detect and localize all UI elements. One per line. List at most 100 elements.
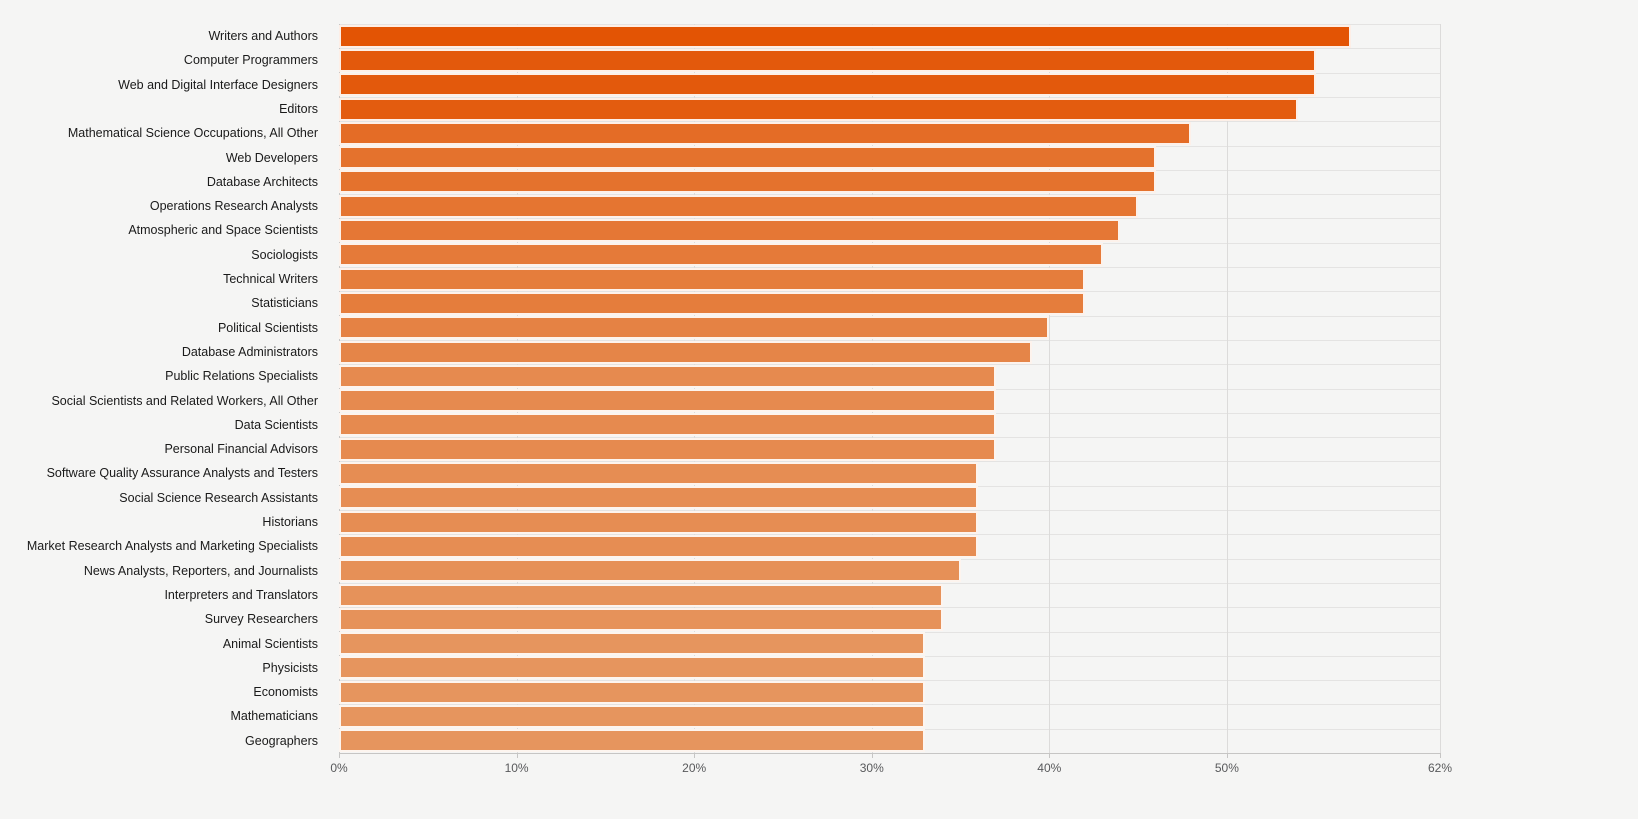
bar[interactable] — [339, 632, 926, 656]
row-separator — [339, 364, 1440, 366]
row-separator — [339, 412, 1440, 414]
row-separator — [339, 728, 1440, 730]
y-axis-label: Mathematical Science Occupations, All Ot… — [67, 126, 318, 141]
y-axis-label: Editors — [279, 101, 318, 116]
bar[interactable] — [339, 462, 979, 486]
x-tick-mark — [339, 753, 340, 758]
bar[interactable] — [339, 486, 979, 510]
row-separator — [339, 704, 1440, 706]
y-axis-label: Database Architects — [206, 174, 318, 189]
row-separator — [339, 267, 1440, 268]
bar[interactable] — [339, 607, 943, 631]
x-tick-mark — [516, 753, 518, 758]
row-separator — [339, 291, 1440, 293]
bar[interactable] — [339, 243, 1103, 267]
y-axis-label: Atmospheric and Space Scientists — [128, 223, 318, 238]
gridline — [516, 24, 518, 753]
bar[interactable] — [339, 705, 926, 729]
y-axis-label: Sociologists — [251, 247, 318, 262]
bar[interactable] — [339, 73, 1316, 97]
x-tick-label: 30% — [859, 761, 884, 775]
y-axis-label: Statisticians — [251, 296, 318, 311]
y-axis-label: Animal Scientists — [222, 636, 318, 651]
bar[interactable] — [339, 340, 1032, 364]
bar[interactable] — [339, 267, 1085, 291]
y-axis-label: Computer Programmers — [183, 53, 318, 68]
row-separator — [339, 242, 1440, 244]
row-separator — [339, 582, 1440, 584]
gridline — [1049, 24, 1051, 753]
row-separator — [339, 388, 1440, 390]
bar[interactable] — [339, 364, 997, 388]
row-separator — [339, 169, 1440, 171]
row-separator — [339, 48, 1440, 50]
bar[interactable] — [339, 121, 1192, 145]
x-tick-mark — [1226, 753, 1228, 758]
y-axis-label: Public Relations Specialists — [165, 369, 318, 384]
bar[interactable] — [339, 97, 1298, 121]
gridline — [1226, 24, 1228, 753]
bar[interactable] — [339, 680, 926, 704]
bar[interactable] — [339, 194, 1139, 218]
y-axis-label: Social Scientists and Related Workers, A… — [51, 393, 318, 408]
row-separator — [339, 145, 1440, 147]
bar[interactable] — [339, 48, 1316, 72]
x-axis: 0% 10% 20% 30% 40% 50% 62% — [330, 753, 1452, 788]
x-tick-label: 0% — [330, 761, 348, 775]
bar[interactable] — [339, 656, 926, 680]
bar[interactable] — [339, 559, 961, 583]
row-separator — [339, 461, 1440, 463]
x-axis-line — [339, 753, 1440, 754]
bar[interactable] — [339, 583, 943, 607]
y-axis-line — [339, 24, 340, 753]
row-separator — [339, 194, 1440, 196]
bar[interactable] — [339, 146, 1156, 170]
bar[interactable] — [339, 389, 997, 413]
y-axis-label: Operations Research Analysts — [149, 199, 318, 214]
x-tick-mark — [1440, 753, 1441, 758]
row-separator — [339, 437, 1440, 439]
bar[interactable] — [339, 170, 1156, 194]
x-tick-label: 40% — [1037, 761, 1062, 775]
x-tick-label: 20% — [682, 761, 707, 775]
y-axis-label: Physicists — [262, 660, 318, 675]
gridline — [694, 24, 696, 753]
y-axis-label: Web and Digital Interface Designers — [118, 77, 318, 92]
plot-area — [339, 24, 1441, 754]
y-axis-labels: Writers and Authors Computer Programmers W… — [0, 24, 318, 753]
y-axis-label: Personal Financial Advisors — [164, 442, 318, 457]
bar[interactable] — [339, 219, 1121, 243]
bar[interactable] — [339, 510, 979, 534]
gridline — [1440, 24, 1441, 753]
bar[interactable] — [339, 316, 1050, 340]
row-separator — [339, 534, 1440, 536]
y-axis-label: Mathematicians — [230, 709, 318, 724]
y-axis-label: Database Administrators — [181, 344, 318, 359]
y-axis-label: Web Developers — [225, 150, 318, 165]
row-separator — [339, 121, 1440, 123]
x-tick-label: 50% — [1214, 761, 1239, 775]
bar[interactable] — [339, 534, 979, 558]
y-axis-label: Technical Writers — [223, 272, 318, 286]
x-tick-label: 10% — [504, 761, 529, 775]
y-axis-label: Social Science Research Assistants — [119, 490, 318, 505]
y-axis-label: Geographers — [245, 733, 318, 748]
row-separator — [339, 96, 1440, 98]
y-axis-label: News Analysts, Reporters, and Journalist… — [83, 563, 318, 578]
y-axis-label: Software Quality Assurance Analysts and … — [46, 466, 318, 481]
y-axis-label: Interpreters and Translators — [164, 587, 318, 602]
bar[interactable] — [339, 291, 1085, 315]
x-tick-mark — [871, 753, 873, 758]
row-separator — [339, 24, 1440, 25]
x-tick-label: 62% — [1427, 761, 1453, 775]
x-tick-mark — [694, 753, 696, 758]
bar[interactable] — [339, 24, 1352, 48]
bar[interactable] — [339, 437, 997, 461]
y-axis-label: Economists — [253, 685, 318, 700]
y-axis-label: Writers and Authors — [208, 29, 318, 43]
gridline — [871, 24, 873, 753]
row-separator — [339, 558, 1440, 560]
bar[interactable] — [339, 413, 997, 437]
bar[interactable] — [339, 729, 926, 753]
y-axis-label: Data Scientists — [234, 417, 318, 432]
